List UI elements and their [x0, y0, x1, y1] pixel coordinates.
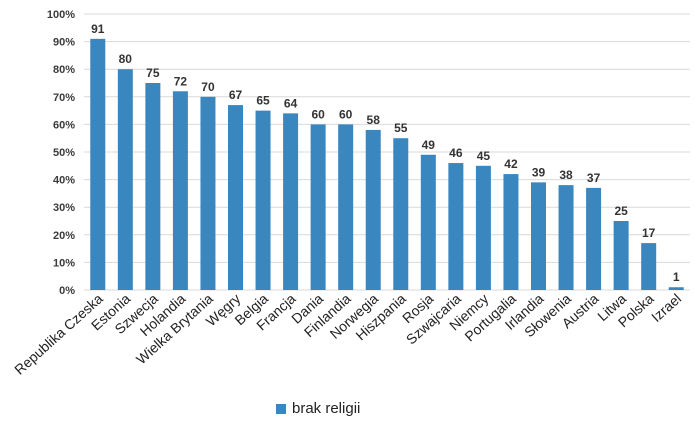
bar — [586, 187, 602, 290]
bar-value-label: 17 — [642, 226, 656, 240]
value-labels: 91 80 75 72 70 67 65 64 60 60 58 55 49 46 45 42 39 38 37 25… — [91, 22, 680, 284]
bar — [117, 69, 133, 290]
bar-value-label: 75 — [146, 66, 160, 80]
legend-swatch — [276, 403, 286, 414]
bar — [448, 163, 464, 290]
y-tick-label: 70% — [53, 92, 75, 104]
bar — [531, 182, 546, 290]
legend-label: brak religii — [292, 400, 361, 417]
bars — [90, 38, 684, 291]
bar-value-label: 39 — [532, 165, 546, 179]
bar-value-label: 45 — [477, 149, 491, 163]
y-tick-label: 40% — [53, 175, 75, 187]
bar-value-label: 38 — [559, 168, 573, 182]
bar-value-label: 60 — [339, 107, 353, 121]
bar — [90, 38, 106, 291]
bar — [338, 124, 354, 291]
y-tick-label: 0% — [59, 285, 75, 297]
bar-value-label: 49 — [422, 138, 436, 152]
bar — [283, 113, 299, 290]
bar — [641, 243, 657, 290]
bar-value-label: 1 — [673, 270, 680, 284]
bar-value-label: 25 — [614, 204, 628, 218]
bar — [172, 91, 188, 290]
y-axis-ticks: 0% 10% 20% 30% 40% 50% 60% 70% 80% 90% 100% — [47, 9, 75, 297]
bar — [255, 110, 271, 290]
y-tick-label: 10% — [53, 257, 75, 269]
bar — [145, 83, 161, 290]
category-label: Republika Czeska — [11, 290, 106, 378]
bar — [668, 287, 684, 290]
category-label: Izrael — [648, 290, 684, 325]
bar-value-label: 91 — [91, 22, 105, 36]
y-tick-label: 80% — [53, 64, 75, 76]
y-tick-label: 60% — [53, 119, 75, 131]
bar-value-label: 37 — [587, 171, 601, 185]
bar-value-label: 46 — [449, 146, 463, 160]
bar — [420, 154, 436, 290]
y-tick-label: 20% — [53, 230, 75, 242]
bar-value-label: 64 — [284, 96, 298, 110]
bar-value-label: 65 — [256, 94, 270, 108]
bar-value-label: 58 — [367, 113, 381, 127]
bar-value-label: 70 — [201, 80, 215, 94]
bar-value-label: 42 — [504, 157, 518, 171]
y-tick-label: 90% — [53, 37, 75, 49]
bar-value-label: 60 — [311, 107, 325, 121]
bar — [475, 165, 491, 290]
y-tick-label: 100% — [47, 9, 75, 21]
bar-value-label: 67 — [229, 88, 243, 102]
bar-value-label: 55 — [394, 121, 408, 135]
bar — [365, 129, 381, 290]
bar — [310, 124, 326, 291]
y-tick-label: 30% — [53, 202, 75, 214]
bar-value-label: 72 — [174, 74, 188, 88]
bar — [503, 174, 519, 290]
bar — [228, 105, 243, 290]
bar — [200, 96, 216, 290]
bar — [393, 138, 409, 290]
bar-value-label: 80 — [119, 52, 133, 66]
category-labels: Republika CzeskaEstoniaSzwecjaHolandiaWi… — [11, 290, 684, 378]
legend: brak religii — [276, 400, 360, 417]
bar — [613, 221, 629, 290]
y-tick-label: 50% — [53, 147, 75, 159]
bar — [558, 185, 574, 290]
